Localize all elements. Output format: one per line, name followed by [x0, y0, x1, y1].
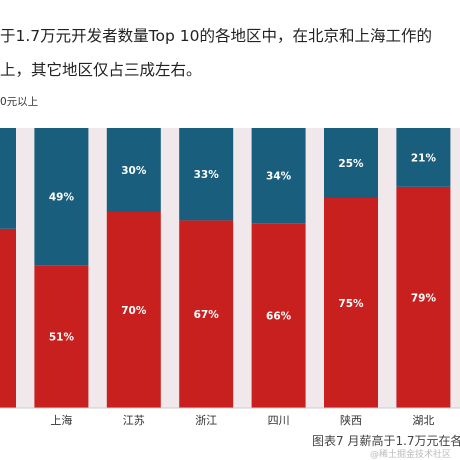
bar-upper-segment: [106, 128, 161, 212]
figure-caption: 图表7 月薪高于1.7万元在各: [312, 434, 460, 448]
bar-lower-segment: [251, 223, 306, 408]
x-tick-label: 四川: [268, 414, 290, 427]
bar-upper-segment: [34, 128, 89, 266]
data-label-upper: 21%: [411, 152, 437, 164]
bar-upper-segment: [251, 128, 306, 224]
data-label-upper: 49%: [49, 192, 75, 204]
bar-lower-segment: [0, 228, 16, 408]
data-label-upper: 34%: [266, 171, 292, 183]
watermark: @稀土掘金技术社区: [370, 450, 452, 460]
data-label-upper: 33%: [194, 169, 220, 181]
bar-upper-segment: [179, 128, 234, 221]
paragraph-line-2: 上，其它地区仅占三成左右。: [0, 61, 202, 79]
bar-lower-segment: [396, 186, 451, 408]
labels-layer: 49% 51% 上海 30% 70% 江苏 33% 67% 浙江 34% 66% 四川 25% 75% 陕西…: [49, 152, 437, 427]
paragraph-line-1: 于1.7万元开发者数量Top 10的各地区中，在北京和上海工作的: [0, 27, 432, 45]
bars-layer: [0, 128, 460, 408]
bar-lower-segment: [106, 212, 161, 408]
data-label-lower: 67%: [194, 309, 220, 321]
x-tick-label: 上海: [50, 413, 72, 427]
x-tick-label: 陕西: [340, 413, 362, 427]
data-label-upper: 25%: [338, 158, 364, 170]
data-label-upper: 30%: [121, 165, 147, 177]
bar-upper-segment: [324, 128, 378, 198]
data-label-lower: 70%: [121, 305, 147, 317]
bar-lower-segment: [179, 220, 234, 408]
bar-upper-segment: [396, 128, 451, 187]
data-label-lower: 66%: [266, 311, 292, 323]
x-tick-label: 江苏: [123, 414, 145, 427]
data-label-lower: 51%: [49, 332, 75, 344]
bar-lower-segment: [324, 198, 378, 408]
x-tick-label: 湖北: [412, 414, 434, 427]
x-tick-label: 浙江: [195, 414, 217, 427]
unit-note: 0元以上: [0, 96, 39, 108]
bar-lower-segment: [34, 265, 89, 408]
data-label-lower: 75%: [338, 298, 364, 310]
bar-upper-segment: [0, 128, 16, 229]
data-label-lower: 79%: [411, 292, 437, 304]
